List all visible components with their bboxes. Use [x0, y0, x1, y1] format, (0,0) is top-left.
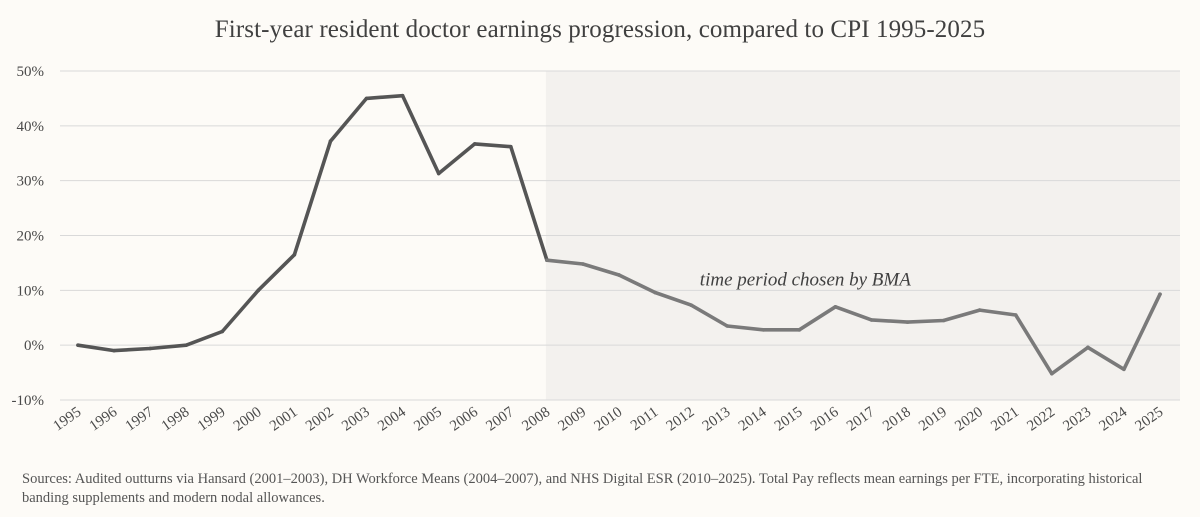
data-point	[472, 142, 477, 146]
y-tick-label: 30%	[17, 174, 45, 190]
data-point	[256, 288, 261, 293]
data-point	[905, 320, 910, 324]
x-tick-label: 2014	[736, 404, 770, 435]
data-point	[220, 329, 225, 334]
x-tick-label: 2015	[772, 404, 806, 434]
x-tick-label: 2010	[592, 404, 626, 434]
data-point	[941, 318, 946, 323]
data-point	[689, 303, 693, 307]
x-tick-label: 2023	[1060, 404, 1094, 434]
data-point	[761, 328, 766, 332]
data-point	[653, 290, 657, 295]
data-point	[977, 308, 982, 312]
x-tick-label: 1998	[159, 404, 193, 434]
data-point	[436, 171, 441, 176]
x-tick-label: 2018	[880, 404, 914, 434]
data-point	[184, 343, 188, 347]
y-tick-label: -10%	[12, 393, 45, 409]
x-tick-label: 2007	[483, 404, 517, 435]
data-point	[76, 343, 80, 347]
data-point	[1158, 292, 1162, 296]
x-tick-label: 2019	[916, 404, 950, 434]
data-point	[509, 144, 513, 149]
x-tick-label: 2008	[519, 404, 553, 434]
x-tick-label: 2003	[339, 404, 373, 434]
x-tick-label: 1996	[87, 404, 121, 435]
data-point	[364, 96, 369, 101]
x-tick-label: 2006	[447, 404, 481, 435]
chart-title: First-year resident doctor earnings prog…	[214, 16, 986, 43]
annotation-label: time period chosen by BMA	[700, 270, 911, 291]
y-tick-label: 40%	[17, 119, 45, 135]
y-tick-label: 10%	[17, 283, 45, 299]
data-point	[1086, 345, 1090, 350]
x-tick-label: 2001	[267, 404, 301, 434]
data-point	[1050, 371, 1054, 376]
x-tick-label: 1999	[195, 404, 229, 434]
y-tick-label: 50%	[17, 64, 45, 80]
x-tick-label: 2024	[1096, 404, 1130, 435]
x-tick-label: 2004	[375, 404, 409, 435]
x-tick-label: 2025	[1133, 404, 1167, 434]
data-point	[112, 348, 116, 353]
data-point	[148, 346, 152, 351]
data-point	[797, 328, 802, 332]
x-tick-label: 2017	[844, 404, 878, 435]
data-point	[292, 252, 297, 257]
data-point	[725, 324, 729, 328]
series-line-early-period	[76, 93, 549, 353]
data-point	[1122, 367, 1126, 372]
x-tick-label: 1995	[51, 404, 85, 434]
data-point	[581, 262, 585, 266]
x-tick-label: 2012	[664, 404, 698, 434]
data-point	[1013, 313, 1018, 317]
x-tick-label: 2011	[628, 404, 661, 434]
x-tick-label: 2020	[952, 404, 986, 434]
data-point	[328, 139, 333, 143]
x-tick-label: 2022	[1024, 404, 1058, 434]
data-point	[833, 304, 838, 309]
x-tick-label: 2002	[303, 404, 337, 434]
x-tick-label: 2013	[700, 404, 734, 434]
x-tick-label: 2005	[411, 404, 445, 434]
data-point	[617, 273, 621, 277]
x-tick-label: 2021	[988, 404, 1022, 434]
data-point	[545, 258, 549, 262]
x-tick-label: 2000	[231, 404, 265, 434]
y-tick-label: 0%	[24, 338, 44, 354]
data-point	[400, 93, 405, 98]
series-line-bma-period	[545, 258, 1162, 376]
x-tick-label: 2009	[555, 404, 589, 434]
x-tick-label: 1997	[123, 404, 157, 435]
sources-footnote: Sources: Audited outturns via Hansard (2…	[22, 471, 1143, 506]
data-point	[869, 318, 874, 322]
x-tick-label: 2016	[808, 404, 842, 435]
y-tick-label: 20%	[17, 229, 45, 245]
